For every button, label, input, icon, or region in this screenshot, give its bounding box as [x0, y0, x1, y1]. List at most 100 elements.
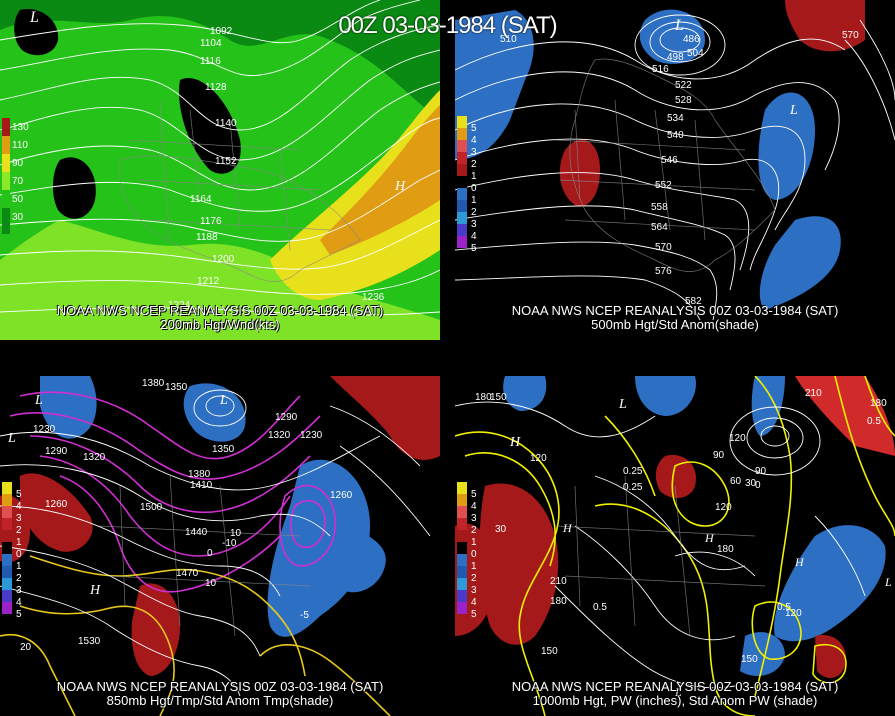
contour-label: 1410 — [190, 480, 213, 491]
contour-label: 1188 — [196, 232, 218, 243]
scale-label: 50 — [12, 194, 24, 205]
scale-label: 3 — [16, 585, 22, 596]
contour-label: 1470 — [176, 568, 199, 579]
contour-label: 60 — [730, 476, 742, 487]
low-pressure-mark: L — [219, 393, 228, 408]
scale-label: 1 — [471, 171, 477, 182]
contour-label: 120 — [530, 453, 547, 464]
low-pressure-mark: L — [34, 393, 43, 408]
contour-label: 1200 — [212, 254, 235, 265]
high-pressure-mark: H — [394, 179, 406, 194]
contour-label: 498 — [667, 52, 684, 63]
contour-label: 1230 — [300, 430, 323, 441]
contour-label: 522 — [675, 80, 692, 91]
contour-label: 150 — [741, 654, 758, 665]
contour-label: 1164 — [190, 194, 212, 205]
contour-label: 180 — [550, 596, 567, 607]
panel-200mb: 130 110 90 70 50 30 1092 1104 1116 1128 1140 1152 1… — [0, 0, 440, 340]
scale-label: 0 — [471, 549, 477, 560]
contour-label: 30 — [745, 478, 757, 489]
contour-label: 1152 — [215, 156, 237, 167]
scale-label: 1 — [16, 561, 22, 572]
contour-label: 210 — [550, 576, 567, 587]
low-pressure-mark: L — [618, 397, 627, 412]
scale-label: 5 — [471, 489, 477, 500]
low-pressure-mark: L — [674, 685, 682, 699]
contour-label: 486 — [683, 34, 700, 45]
panel-200-source: NOAA NWS NCEP REANALYSIS 00Z 03-03-1984 … — [56, 303, 384, 318]
scale-label: 0 — [471, 183, 477, 194]
contour-label: 1440 — [185, 527, 208, 538]
contour-label: 1260 — [45, 499, 68, 510]
scale-label: 2 — [471, 525, 477, 536]
contour-label: 564 — [651, 222, 668, 233]
contour-label: 1104 — [200, 38, 222, 49]
low-pressure-mark: L — [884, 575, 892, 589]
scale-label: 30 — [12, 212, 24, 223]
contour-label: 210 — [805, 388, 822, 399]
contour-label: 1260 — [330, 490, 353, 501]
contour-label: 30 — [495, 524, 507, 535]
low-pressure-mark: L — [789, 103, 798, 118]
contour-label: 1350 — [165, 382, 188, 393]
scale-label: 4 — [471, 135, 477, 146]
scale-label: 1 — [471, 561, 477, 572]
scale-label: 1 — [471, 537, 477, 548]
contour-label: 1230 — [33, 424, 56, 435]
contour-label: 540 — [667, 130, 684, 141]
contour-label: 120 — [785, 608, 802, 619]
contour-label: 10 — [230, 528, 242, 539]
panel-1000-source: NOAA NWS NCEP REANALYSIS 00Z 03-03-1984 … — [511, 679, 839, 694]
contour-label: 516 — [652, 64, 669, 75]
scale-label: 90 — [12, 158, 24, 169]
contour-label: 528 — [675, 95, 692, 106]
contour-label: 0.5 — [777, 602, 791, 613]
scale-label: 5 — [471, 123, 477, 134]
contour-label: 1380 — [142, 378, 165, 389]
scale-label: 2 — [471, 207, 477, 218]
contour-label: 1224 — [168, 300, 191, 311]
scale-label: 5 — [471, 243, 477, 254]
contour-label: 1290 — [45, 446, 68, 457]
contour-label: 1128 — [205, 82, 227, 93]
contour-label: 90 — [755, 466, 767, 477]
contour-label: 1350 — [212, 444, 235, 455]
scale-label: 3 — [471, 513, 477, 524]
scale-label: 4 — [16, 597, 22, 608]
scale-label: 70 — [12, 176, 24, 187]
contour-label: 558 — [651, 202, 668, 213]
contour-label: 180 — [475, 392, 492, 403]
panel-1000-caption: 1000mb Hgt, PW (inches), Std Anom PW (sh… — [532, 693, 818, 708]
contour-label: 504 — [687, 48, 704, 59]
scale-label: 3 — [471, 219, 477, 230]
contour-label: 0 — [207, 548, 213, 559]
scale-label: 1 — [471, 195, 477, 206]
scale-label: 4 — [471, 597, 477, 608]
contour-label: 120 — [715, 502, 732, 513]
scale-label: 2 — [471, 159, 477, 170]
panel-200-caption: 200mb Hgt/Wnd(kts) — [160, 317, 280, 332]
high-pressure-mark: H — [794, 555, 805, 569]
contour-label: 582 — [685, 296, 702, 307]
panel-500-caption: 500mb Hgt/Std Anom(shade) — [591, 317, 759, 332]
contour-label: 1092 — [210, 26, 233, 37]
contour-label: 150 — [490, 392, 507, 403]
contour-label: 0.25 — [623, 482, 643, 493]
pw-anom-color-scale — [457, 482, 467, 614]
contour-label: 1500 — [140, 502, 163, 513]
contour-label: 180 — [717, 544, 734, 555]
scale-label: 0 — [16, 549, 22, 560]
contour-label: 1212 — [197, 276, 220, 287]
contour-label: 1290 — [275, 412, 298, 423]
contour-label: 0.5 — [867, 416, 881, 427]
contour-label: 510 — [500, 34, 517, 45]
scale-label: 110 — [12, 140, 28, 151]
contour-label: 180 — [870, 398, 887, 409]
scale-label: 4 — [16, 501, 22, 512]
